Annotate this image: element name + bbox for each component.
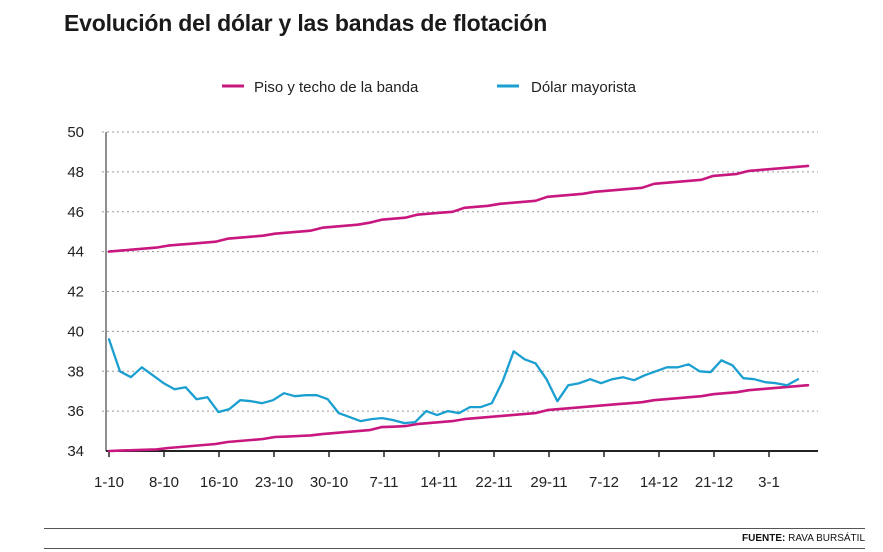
x-axis: 1-10 8-10 16-10 23-10 30-10 7-11 14-11 22-11 29-… [94, 132, 818, 491]
x-tick-label: 30-10 [310, 474, 348, 491]
y-tick-label: 42 [67, 284, 84, 301]
y-tick-label: 50 [67, 124, 84, 141]
source-value: RAVA BURSÁTIL [788, 533, 865, 544]
source-note: FUENTE: RAVA BURSÁTIL [742, 533, 865, 544]
grid [102, 131, 818, 412]
x-tick-label: 7-11 [370, 474, 399, 491]
legend-label-dollar: Dólar mayorista [531, 79, 637, 96]
y-tick-label: 34 [67, 443, 84, 460]
series-line-band-floor [107, 383, 810, 453]
y-tick-label: 46 [67, 204, 84, 221]
x-tick-label: 8-10 [149, 474, 179, 491]
x-tick-label: 16-10 [200, 474, 238, 491]
series-line-band-ceiling [107, 164, 810, 253]
y-tick-label: 40 [67, 323, 84, 340]
series-line-dollar [107, 338, 800, 425]
source-label: FUENTE: [742, 533, 786, 544]
y-tick-label: 48 [67, 164, 84, 181]
x-tick-label: 3-1 [758, 474, 780, 491]
x-tick-label: 1-10 [94, 474, 124, 491]
x-tick-label: 21-12 [695, 474, 733, 491]
legend-label-band: Piso y techo de la banda [254, 79, 419, 96]
x-tick-label: 14-12 [640, 474, 678, 491]
y-tick-label: 44 [67, 244, 84, 261]
series-lines [107, 164, 810, 453]
x-tick-label: 22-11 [475, 474, 512, 491]
x-tick-label: 29-11 [530, 474, 567, 491]
x-tick-label: 14-11 [420, 474, 457, 491]
footer-rule-bottom [44, 548, 865, 549]
y-tick-label: 38 [67, 363, 84, 380]
x-tick-label: 7-12 [589, 474, 619, 491]
legend: Piso y techo de la banda Dólar mayorista [222, 79, 637, 96]
y-axis-ticks: 34 36 38 40 42 44 46 48 50 [67, 124, 84, 460]
x-tick-label: 23-10 [255, 474, 293, 491]
y-tick-label: 36 [67, 403, 84, 420]
chart-title: Evolución del dólar y las bandas de flot… [64, 10, 548, 36]
footer-rule-top [44, 528, 865, 529]
